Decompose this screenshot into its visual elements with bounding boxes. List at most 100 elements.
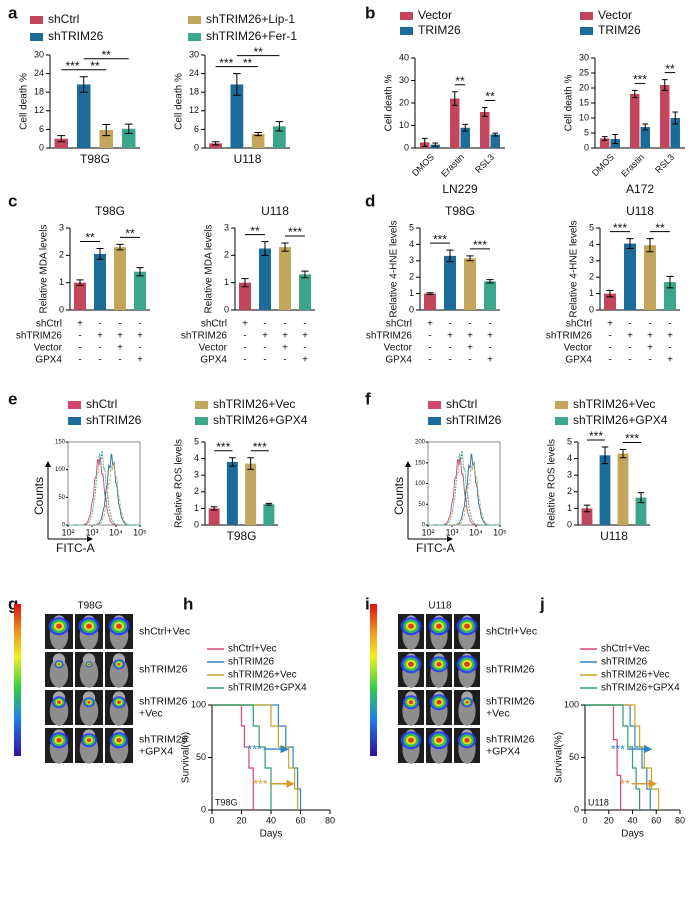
legend-label: shCtrl: [446, 397, 477, 411]
legend-label: shTRIM26: [48, 29, 104, 43]
significance-label: ***: [253, 777, 267, 791]
y-tick-label: 1: [59, 277, 64, 287]
y-tick-label: 24: [189, 68, 199, 78]
y-tick-label: 4: [589, 239, 594, 249]
y-tick-label: 20: [579, 82, 589, 92]
y-tick-label: 150: [415, 460, 426, 466]
condition-sign: -: [283, 319, 286, 330]
legend-label: shTRIM26+Vec: [601, 670, 670, 681]
mouse-head: [82, 653, 96, 666]
condition-sign: -: [243, 343, 246, 354]
panel-letter: c: [8, 191, 17, 210]
condition-label: shTRIM26: [546, 331, 593, 342]
condition-sign: -: [263, 355, 266, 366]
condition-sign: +: [302, 355, 308, 366]
significance-label: **: [620, 777, 630, 791]
legend-label: Vector: [418, 8, 452, 22]
legend-label: shTRIM26+GPX4: [601, 683, 680, 694]
histogram-curve: [68, 450, 140, 526]
condition-sign: +: [282, 331, 288, 342]
condition-label: Vector: [564, 343, 593, 354]
y-tick-label: 30: [579, 52, 589, 62]
condition-sign: -: [668, 343, 671, 354]
signal: [116, 738, 122, 743]
legend-swatch: [188, 16, 201, 24]
condition-label: shTRIM26: [366, 331, 413, 342]
significance-label: ***: [589, 429, 603, 443]
condition-sign: -: [628, 319, 631, 330]
panel-letter: a: [8, 3, 18, 22]
condition-sign: -: [608, 343, 611, 354]
condition-sign: -: [488, 343, 491, 354]
error-bar: [275, 121, 284, 132]
error-bar: [672, 111, 679, 125]
condition-sign: -: [428, 331, 431, 342]
legend-label: shTRIM26+GPX4: [573, 413, 668, 427]
condition-label: shCtrl: [201, 319, 227, 330]
x-axis-label: T98G: [80, 152, 110, 166]
y-axis-label: Relative 4-HNE levels: [569, 220, 580, 317]
bar: [464, 258, 476, 310]
chart-title: T98G: [445, 204, 475, 218]
error-bar: [666, 275, 674, 289]
condition-sign: +: [302, 331, 308, 342]
legend-label: shCtrl: [86, 397, 117, 411]
legend-label: shTRIM26+Vec: [573, 397, 655, 411]
y-tick-label: 2: [59, 250, 64, 260]
significance-label: ***: [473, 238, 487, 252]
condition-sign: +: [97, 331, 103, 342]
y-axis-label: Survival(%): [181, 732, 192, 783]
legend-label: shTRIM26: [446, 413, 502, 427]
bar: [490, 134, 500, 148]
x-tick-label: DMOS: [590, 152, 616, 178]
bar: [239, 282, 251, 310]
bar: [114, 247, 126, 310]
y-tick-label: 50: [58, 495, 65, 501]
legend-swatch: [428, 417, 441, 425]
plot-frame: [67, 441, 141, 526]
bar: [54, 138, 68, 148]
error-bar: [102, 123, 111, 137]
bar: [263, 504, 275, 525]
bar: [279, 247, 291, 310]
significance-label: **: [243, 56, 253, 70]
y-axis-label: Cell death %: [19, 73, 30, 130]
y-tick-label: 2: [194, 486, 199, 496]
x-tick-label: 10⁴: [109, 527, 123, 537]
significance-label: **: [665, 62, 675, 76]
survival-curve: [585, 704, 641, 810]
condition-sign: +: [487, 355, 493, 366]
y-tick-label: 50: [196, 752, 206, 762]
condition-sign: -: [608, 355, 611, 366]
y-tick-label: 1: [224, 277, 229, 287]
signal: [117, 662, 121, 666]
condition-sign: -: [608, 331, 611, 342]
signal: [408, 623, 414, 629]
panel-letter: b: [365, 3, 375, 22]
y-tick-label: 3: [567, 470, 572, 480]
y-tick-label: 0: [409, 304, 414, 314]
y-tick-label: 2: [409, 272, 414, 282]
y-tick-label: 25: [579, 67, 589, 77]
error-bar: [637, 492, 645, 504]
error-bar: [492, 132, 499, 137]
error-bar: [646, 238, 654, 253]
condition-sign: +: [467, 343, 473, 354]
error-bar: [210, 506, 218, 511]
y-tick-label: 5: [584, 127, 589, 137]
y-tick-label: 10: [579, 112, 589, 122]
signal: [408, 661, 414, 667]
legend-label: shTRIM26+Lip-1: [206, 12, 295, 26]
y-axis-label: Relative ROS levels: [547, 439, 558, 528]
condition-sign: -: [78, 343, 81, 354]
error-bar: [426, 292, 434, 295]
image-title: U118: [428, 601, 452, 612]
legend-label: shTRIM26: [86, 413, 142, 427]
bar: [604, 293, 616, 310]
signal: [408, 700, 414, 705]
legend-swatch: [68, 417, 81, 425]
error-bar: [57, 135, 66, 143]
y-tick-label: 40: [399, 52, 409, 62]
bar: [600, 138, 610, 148]
signal: [87, 700, 91, 704]
